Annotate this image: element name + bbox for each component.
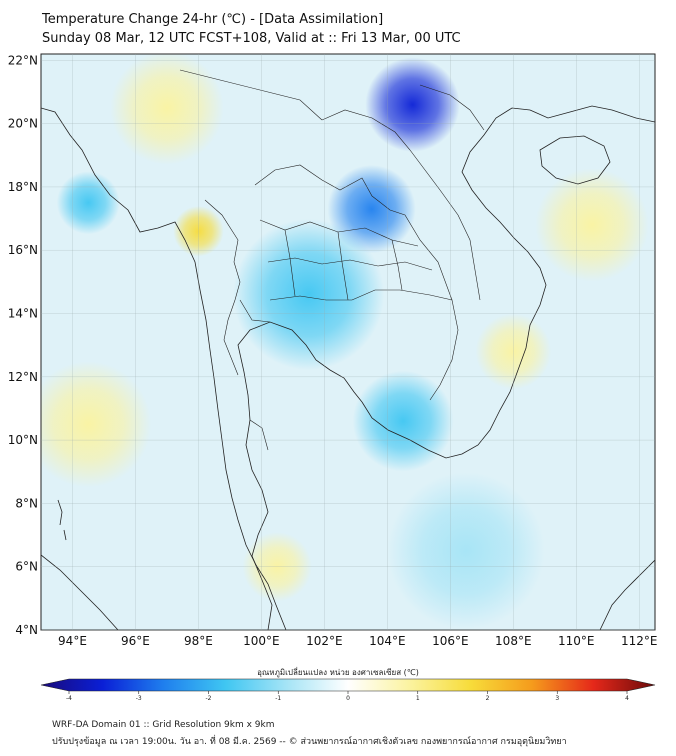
latitude-label: 10°N — [8, 433, 38, 447]
field-anomaly — [535, 168, 649, 282]
map-title: Temperature Change 24-hr (℃) - [Data Ass… — [42, 12, 384, 27]
latitude-label: 16°N — [8, 243, 38, 257]
coastlines — [41, 105, 655, 630]
colorbar-tick-label: 3 — [555, 695, 559, 700]
colorbar-tick-label: 1 — [416, 695, 420, 700]
colorbar-tick-label: -3 — [136, 695, 142, 700]
footer-model-info: WRF-DA Domain 01 :: Grid Resolution 9km … — [52, 720, 275, 730]
longitude-label: 100°E — [243, 634, 280, 648]
field-anomaly — [233, 218, 385, 371]
longitude-label: 106°E — [432, 634, 469, 648]
colorbar-tick-label: 0 — [346, 695, 350, 700]
colorbar-label: อุณหภูมิเปลี่ยนแปลง หน่วย องศาเซลเซียส (… — [257, 668, 419, 677]
map-subtitle: Sunday 08 Mar, 12 UTC FCST+108, Valid at… — [42, 31, 461, 46]
latitude-label: 8°N — [15, 496, 38, 510]
field-anomaly — [56, 171, 120, 235]
field-anomaly — [365, 57, 460, 152]
latitude-labels: 22°N 20°N 18°N 16°N 14°N 12°N 10°N 8°N 6°N 4°N — [8, 53, 38, 637]
field-anomaly — [110, 54, 224, 165]
colorbar-bar — [40, 678, 656, 692]
graticule — [41, 54, 655, 631]
colorbar-tick-label: 4 — [625, 695, 629, 700]
latitude-label: 22°N — [8, 53, 38, 67]
colorbar-tick-label: 2 — [486, 695, 490, 700]
latitude-label: 20°N — [8, 117, 38, 131]
field-anomaly — [41, 361, 152, 488]
latitude-label: 14°N — [8, 307, 38, 321]
footer-credit: ปรับปรุงข้อมูล ณ เวลา 19:00น. วัน อา. ที… — [52, 737, 567, 747]
latitude-label: 12°N — [8, 370, 38, 384]
longitude-label: 98°E — [184, 634, 213, 648]
longitude-label: 110°E — [558, 634, 595, 648]
longitude-label: 108°E — [495, 634, 532, 648]
temperature-change-map: 94°E 96°E 98°E 100°E 102°E 104°E 106°E 108°E 110… — [8, 53, 658, 700]
colorbar-tick-label: -4 — [66, 695, 72, 700]
colorbar-tick-label: -2 — [206, 695, 212, 700]
field-anomaly — [352, 370, 454, 472]
longitude-label: 112°E — [621, 634, 658, 648]
colorbar: -4 -3 -2 -1 0 1 2 3 4 — [40, 678, 656, 700]
field-anomaly — [387, 472, 545, 630]
longitude-labels: 94°E 96°E 98°E 100°E 102°E 104°E 106°E 108°E 110… — [58, 634, 657, 648]
colorbar-tick-label: -1 — [275, 695, 281, 700]
longitude-label: 102°E — [306, 634, 343, 648]
colorbar-ticks: -4 -3 -2 -1 0 1 2 3 4 — [66, 691, 629, 700]
longitude-label: 96°E — [121, 634, 150, 648]
longitude-label: 104°E — [369, 634, 406, 648]
latitude-label: 18°N — [8, 180, 38, 194]
temperature-field — [41, 54, 655, 630]
latitude-label: 6°N — [15, 560, 38, 574]
longitude-label: 94°E — [58, 634, 87, 648]
latitude-label: 4°N — [15, 623, 38, 637]
